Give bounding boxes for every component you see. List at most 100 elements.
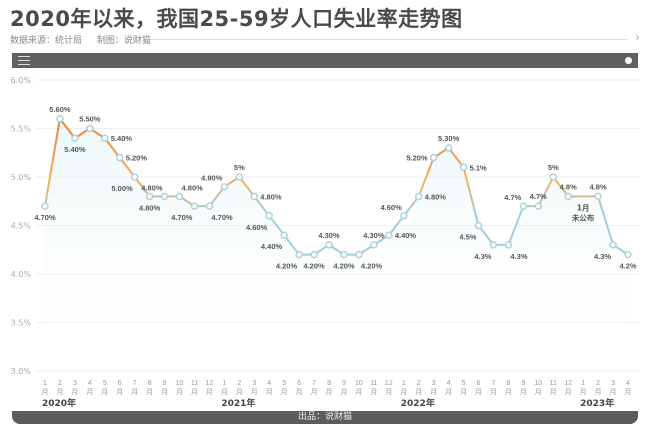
data-label: 4.7%: [530, 192, 547, 201]
x-tick-month: 8: [327, 380, 331, 387]
data-point: [459, 163, 468, 172]
x-tick-unit: 月: [176, 388, 183, 396]
data-point: [190, 202, 199, 210]
x-tick-month: 4: [88, 380, 92, 387]
data-label: 4.7%: [504, 193, 521, 202]
x-tick-month: 3: [611, 380, 615, 387]
x-tick-month: 7: [133, 380, 137, 387]
x-tick-month: 4: [447, 380, 451, 387]
x-tick-unit: 月: [595, 388, 602, 396]
data-point: [205, 202, 214, 210]
data-label: 4.20%: [333, 262, 355, 271]
x-year-label: 2023年: [580, 397, 614, 409]
x-tick-month: 4: [267, 380, 271, 387]
x-tick-unit: 月: [550, 388, 557, 396]
data-point: [220, 182, 229, 191]
x-tick-month: 3: [252, 380, 256, 387]
x-tick-month: 1: [43, 380, 47, 387]
x-tick-unit: 月: [385, 388, 392, 396]
data-label: 4.30%: [363, 231, 385, 240]
data-point: [400, 212, 408, 220]
data-point: [265, 212, 273, 220]
x-tick-month: 12: [385, 380, 393, 387]
x-tick-unit: 月: [625, 388, 632, 396]
data-point: [429, 153, 438, 162]
x-tick-month: 9: [163, 380, 167, 387]
data-label: 4.80%: [182, 183, 204, 192]
x-tick-unit: 月: [505, 388, 512, 396]
x-tick-month: 5: [282, 380, 286, 387]
x-tick-unit: 月: [86, 388, 93, 396]
data-label: 4.80%: [139, 203, 161, 212]
data-label: 5.40%: [64, 145, 86, 154]
data-label: 4.60%: [380, 203, 402, 212]
x-tick-month: 6: [118, 380, 122, 387]
data-point: [549, 173, 558, 181]
data-label: 4.20%: [276, 262, 298, 271]
data-label: 4.80%: [141, 183, 163, 192]
x-tick-month: 7: [312, 380, 316, 387]
data-point: [115, 153, 124, 162]
data-label: 4.70%: [211, 213, 233, 222]
data-source: 数据来源：统计局: [10, 36, 83, 46]
data-point: [250, 192, 259, 201]
data-label: 5%: [234, 163, 245, 172]
x-tick-unit: 月: [71, 388, 78, 396]
data-point: [504, 241, 513, 249]
subtitle: 数据来源：统计局 制图：说财猫: [10, 33, 163, 46]
x-tick-unit: 月: [56, 388, 63, 396]
data-label: 5.20%: [126, 154, 148, 163]
x-tick-month: 10: [534, 380, 542, 387]
data-point: [235, 173, 244, 181]
x-year-label: 2020年: [42, 397, 76, 409]
data-label: 4.8%: [590, 182, 607, 191]
data-point: [101, 134, 109, 142]
data-point: [145, 192, 154, 201]
data-label: 4.3%: [594, 252, 611, 261]
x-tick-unit: 月: [42, 388, 49, 396]
x-tick-month: 11: [191, 380, 198, 387]
data-point: [385, 231, 393, 239]
y-tick-label: 4.5%: [11, 222, 32, 231]
data-label: 5.1%: [470, 163, 487, 172]
x-tick-month: 1: [222, 380, 226, 387]
toolbar: [12, 53, 638, 68]
x-tick-unit: 月: [281, 388, 288, 396]
x-tick-unit: 月: [206, 388, 213, 396]
data-label: 4.80%: [260, 192, 282, 201]
x-tick-month: 5: [462, 380, 466, 387]
x-tick-unit: 月: [565, 388, 572, 396]
x-tick-unit: 月: [445, 388, 452, 396]
x-tick-month: 3: [73, 380, 77, 387]
x-tick-unit: 月: [535, 388, 542, 396]
x-tick-unit: 月: [251, 388, 258, 396]
dot-icon[interactable]: [625, 57, 632, 64]
data-label: 4.20%: [361, 262, 383, 271]
x-tick-month: 10: [176, 380, 184, 387]
chevron-right-icon[interactable]: ›: [635, 30, 640, 44]
data-label: 4.30%: [318, 231, 340, 240]
data-point: [370, 241, 378, 249]
data-point: [325, 241, 333, 249]
x-tick-unit: 月: [370, 388, 377, 396]
data-label: 4.40%: [261, 242, 283, 251]
x-tick-month: 8: [506, 380, 510, 387]
data-point: [489, 241, 498, 249]
data-label: 4.70%: [34, 213, 56, 222]
data-point: [609, 241, 617, 249]
data-label: 5.50%: [79, 115, 101, 124]
data-point: [534, 202, 543, 210]
data-label: 4.90%: [201, 174, 223, 183]
menu-icon[interactable]: [18, 56, 30, 68]
x-tick-unit: 月: [161, 388, 168, 396]
data-label: 4.20%: [303, 262, 325, 271]
data-label: 4.3%: [510, 252, 527, 261]
data-point: [340, 250, 348, 259]
x-tick-month: 6: [477, 380, 481, 387]
x-tick-month: 12: [206, 380, 214, 387]
data-point: [519, 202, 528, 210]
data-point: [355, 250, 363, 259]
data-label: 4.60%: [246, 223, 268, 232]
x-tick-unit: 月: [415, 388, 422, 396]
